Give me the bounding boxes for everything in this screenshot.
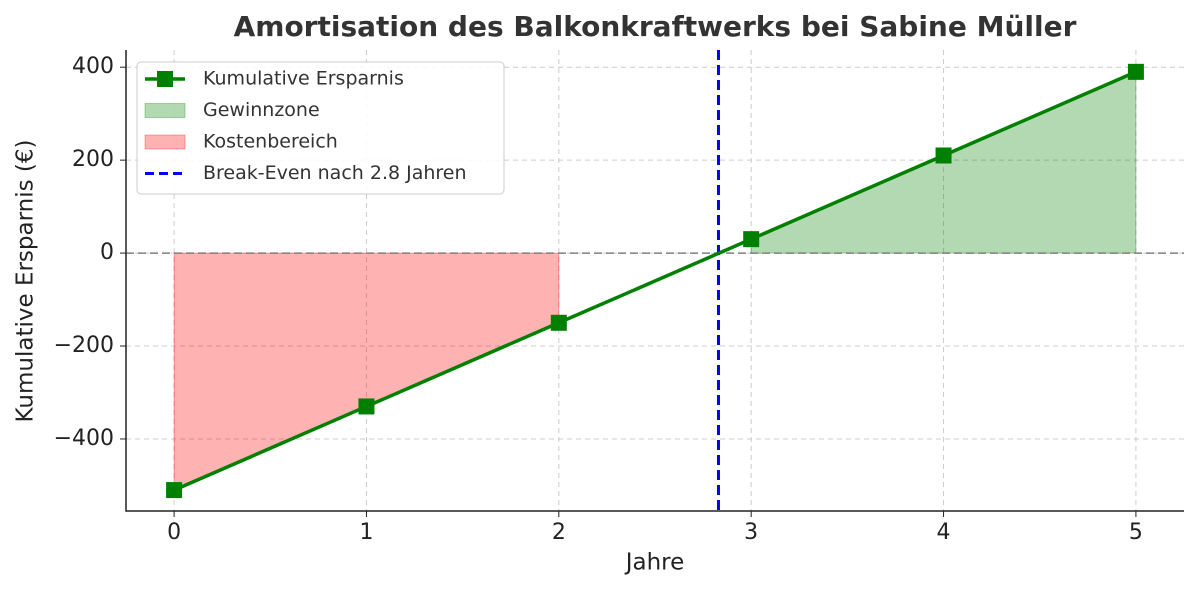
chart-title: Amortisation des Balkonkraftwerks bei Sa… — [234, 10, 1077, 43]
x-tick-label: 2 — [552, 520, 566, 545]
legend-marker — [157, 71, 173, 87]
x-axis-label: Jahre — [624, 550, 685, 576]
axis — [125, 50, 1184, 512]
marker — [550, 314, 567, 331]
marker — [1127, 63, 1144, 80]
marker — [743, 231, 760, 248]
legend-patch — [144, 103, 186, 118]
legend-box — [136, 61, 505, 195]
y-tick-label: −400 — [54, 426, 114, 451]
marker — [358, 398, 375, 415]
marker — [166, 482, 183, 499]
x-tick-label: 1 — [359, 520, 373, 545]
y-tick-label: 0 — [100, 240, 114, 265]
y-axis-label: Kumulative Ersparnis (€) — [13, 139, 39, 422]
y-tick-label: 200 — [72, 147, 114, 172]
legend-label: Kumulative Ersparnis — [203, 68, 404, 90]
legend-label: Kostenbereich — [203, 131, 338, 153]
x-tick-label: 5 — [1129, 520, 1143, 545]
legend-patch — [144, 134, 186, 150]
x-tick-label: 4 — [937, 520, 951, 545]
x-tick-label: 0 — [167, 520, 181, 545]
fill-area — [173, 252, 560, 491]
y-tick-label: −200 — [54, 333, 114, 358]
x-tick-label: 3 — [744, 520, 758, 545]
y-tick-label: 400 — [72, 54, 114, 79]
marker — [935, 147, 952, 164]
legend-label: Gewinnzone — [203, 99, 320, 121]
series-line — [173, 70, 1137, 492]
legend-label: Break-Even nach 2.8 Jahren — [203, 162, 467, 184]
